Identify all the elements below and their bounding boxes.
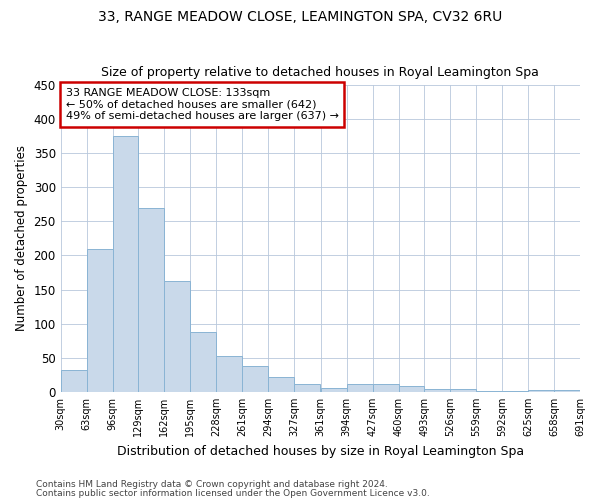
- Bar: [190, 332, 216, 392]
- Bar: [373, 384, 398, 392]
- Y-axis label: Number of detached properties: Number of detached properties: [15, 146, 28, 332]
- Bar: [554, 390, 580, 392]
- Bar: [321, 388, 347, 392]
- Bar: [164, 282, 190, 392]
- Bar: [398, 386, 424, 392]
- Bar: [502, 391, 528, 392]
- Bar: [451, 389, 476, 392]
- Bar: [294, 384, 320, 392]
- Bar: [242, 366, 268, 392]
- Bar: [476, 391, 502, 392]
- Text: 33 RANGE MEADOW CLOSE: 133sqm
← 50% of detached houses are smaller (642)
49% of : 33 RANGE MEADOW CLOSE: 133sqm ← 50% of d…: [66, 88, 339, 121]
- Bar: [113, 136, 139, 392]
- Text: Contains public sector information licensed under the Open Government Licence v3: Contains public sector information licen…: [36, 488, 430, 498]
- Text: 33, RANGE MEADOW CLOSE, LEAMINGTON SPA, CV32 6RU: 33, RANGE MEADOW CLOSE, LEAMINGTON SPA, …: [98, 10, 502, 24]
- Title: Size of property relative to detached houses in Royal Leamington Spa: Size of property relative to detached ho…: [101, 66, 539, 80]
- Bar: [528, 390, 554, 392]
- Bar: [347, 384, 373, 392]
- Bar: [268, 377, 294, 392]
- Bar: [61, 370, 86, 392]
- Bar: [86, 248, 113, 392]
- Bar: [424, 389, 451, 392]
- Text: Contains HM Land Registry data © Crown copyright and database right 2024.: Contains HM Land Registry data © Crown c…: [36, 480, 388, 489]
- X-axis label: Distribution of detached houses by size in Royal Leamington Spa: Distribution of detached houses by size …: [117, 444, 524, 458]
- Bar: [139, 208, 164, 392]
- Bar: [216, 356, 242, 392]
